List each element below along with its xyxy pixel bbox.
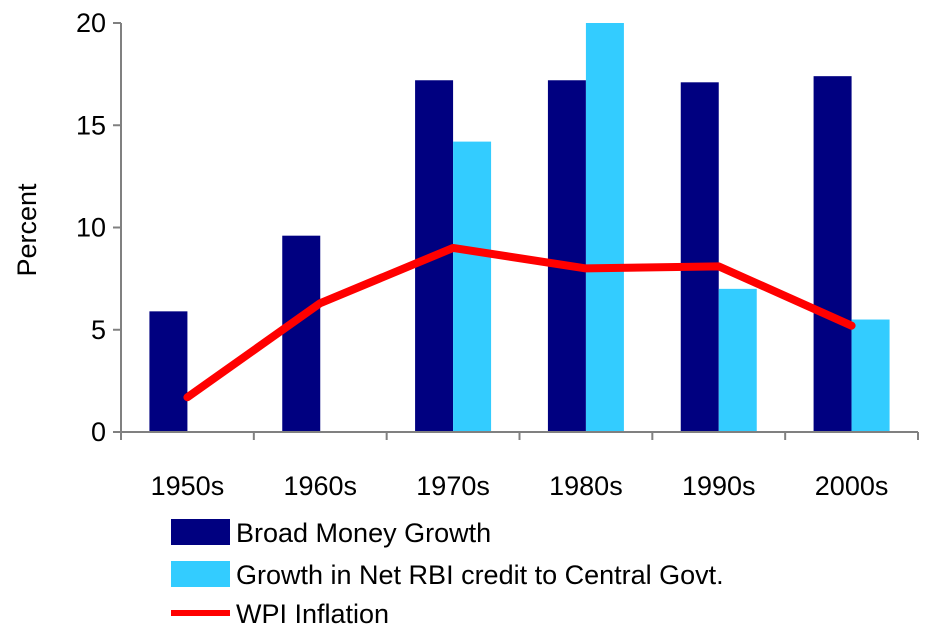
- bar-rbi-credit: [585, 23, 624, 432]
- legend-item: Growth in Net RBI credit to Central Govt…: [171, 560, 724, 590]
- wpi-inflation-point: [186, 396, 188, 398]
- y-tick-label: 5: [91, 315, 106, 345]
- x-tick-label: 1960s: [283, 471, 357, 501]
- x-tick-label: 1980s: [549, 471, 623, 501]
- x-tick-label: 1950s: [151, 471, 225, 501]
- wpi-inflation-line: [183, 243, 856, 402]
- bar-rbi-credit: [453, 141, 492, 433]
- bar-broad-money: [813, 76, 852, 433]
- y-tick-label: 15: [76, 110, 106, 140]
- wpi-inflation-point: [319, 302, 321, 304]
- bar-rbi-credit: [851, 319, 890, 432]
- x-axis-ticks: 1950s 1960s 1970s 1980s 1990s 2000s: [120, 432, 919, 501]
- legend: Broad Money Growth Growth in Net RBI cred…: [171, 518, 724, 629]
- y-axis-label: Percent: [12, 183, 42, 277]
- bar-broad-money: [282, 235, 321, 432]
- bars: [149, 23, 890, 433]
- wpi-inflation-point: [851, 325, 853, 327]
- legend-item: WPI Inflation: [171, 599, 389, 629]
- x-tick-label: 1970s: [416, 471, 490, 501]
- bar-broad-money: [680, 82, 719, 433]
- wpi-inflation-point: [718, 265, 720, 267]
- legend-item: Broad Money Growth: [171, 518, 491, 548]
- legend-swatch: [171, 561, 230, 587]
- legend-swatch: [171, 519, 230, 545]
- y-tick-label: 0: [91, 417, 106, 447]
- x-tick-label: 1990s: [682, 471, 756, 501]
- legend-label: Broad Money Growth: [236, 518, 491, 548]
- bar-rbi-credit: [718, 288, 757, 432]
- wpi-inflation-point: [452, 247, 454, 249]
- x-tick-label: 2000s: [815, 471, 889, 501]
- y-tick-label: 10: [76, 213, 106, 243]
- y-axis-ticks: 0 5 10 15 20: [76, 8, 121, 447]
- bar-broad-money: [547, 80, 586, 432]
- wpi-inflation-point: [585, 267, 587, 269]
- legend-label: WPI Inflation: [236, 599, 389, 629]
- y-tick-label: 20: [76, 8, 106, 38]
- legend-label: Growth in Net RBI credit to Central Govt…: [236, 560, 724, 590]
- bar-broad-money: [149, 311, 188, 432]
- inflation-line-layer: [183, 243, 856, 402]
